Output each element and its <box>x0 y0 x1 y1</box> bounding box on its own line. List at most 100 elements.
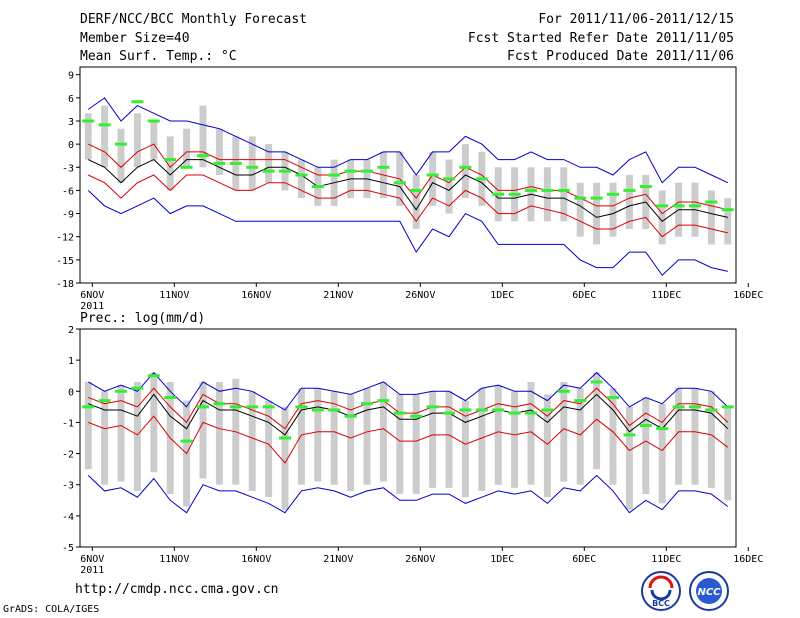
ensemble-spread-box <box>724 406 732 501</box>
observed-marker <box>328 173 341 177</box>
observed-marker <box>164 158 177 162</box>
observed-marker <box>344 169 357 173</box>
ensemble-spread-box <box>133 113 141 168</box>
member-size-label: Member Size=40 <box>80 31 190 46</box>
source-url[interactable]: http://cmdp.ncc.cma.gov.cn <box>75 582 279 597</box>
x-tick-label: 26NOV <box>405 290 435 301</box>
ensemble-spread-box <box>461 144 469 199</box>
observed-marker <box>197 405 209 409</box>
observed-marker <box>164 396 177 400</box>
y-tick-label: -1 <box>62 418 74 429</box>
ensemble-spread-box <box>117 385 125 482</box>
observed-marker <box>492 408 505 412</box>
ensemble-spread-box <box>281 406 289 510</box>
ensemble-spread-box <box>429 151 437 206</box>
ensemble-spread-box <box>265 144 273 183</box>
observed-marker <box>246 405 259 409</box>
observed-marker <box>295 405 308 409</box>
ensemble-spread-box <box>625 406 633 510</box>
y-tick-label: 6 <box>68 94 74 105</box>
y-tick-label: 0 <box>68 387 74 398</box>
x-tick-label: 11DEC <box>651 554 681 565</box>
y-tick-label: -18 <box>56 279 74 290</box>
observed-marker <box>459 408 472 412</box>
observed-marker <box>279 169 291 173</box>
observed-marker <box>98 123 111 127</box>
x-tick-label: 21NOV <box>323 554 353 565</box>
y-tick-label: -9 <box>62 210 74 221</box>
ensemble-spread-box <box>248 136 256 191</box>
observed-marker <box>131 386 144 390</box>
ensemble-spread-box <box>593 182 601 245</box>
chart-title: DERF/NCC/BCC Monthly Forecast <box>80 12 307 27</box>
ensemble-spread-box <box>215 128 223 175</box>
observed-marker <box>279 436 291 440</box>
ensemble-spread-box <box>297 159 305 199</box>
ensemble-spread-box <box>297 388 305 485</box>
observed-marker <box>705 408 718 412</box>
observed-marker <box>180 439 193 443</box>
ensemble-spread-box <box>724 198 732 245</box>
observed-marker <box>639 424 652 428</box>
observed-marker <box>377 399 390 403</box>
ensemble-spread-box <box>560 381 568 482</box>
x-tick-label: 1DEC <box>490 290 514 301</box>
observed-marker <box>623 188 636 192</box>
observed-marker <box>426 173 439 177</box>
ensemble-spread-box <box>707 391 715 488</box>
observed-marker <box>295 173 308 177</box>
y-tick-label: 0 <box>68 140 74 151</box>
ensemble-spread-box <box>691 388 699 485</box>
observed-marker <box>361 169 373 173</box>
x-tick-year-label: 2011 <box>80 565 104 576</box>
ensemble-spread-box <box>412 394 420 495</box>
ensemble-spread-box <box>150 372 158 473</box>
observed-marker <box>311 408 324 412</box>
ensemble-spread-box <box>363 388 371 485</box>
ensemble-spread-box <box>511 391 519 488</box>
ensemble-spread-box <box>593 372 601 470</box>
ensemble-spread-box <box>445 391 453 488</box>
x-tick-label: 16NOV <box>241 554 271 565</box>
x-tick-label: 6NOV <box>80 554 104 565</box>
y-tick-label: -4 <box>62 512 74 523</box>
ensemble-spread-box <box>150 121 158 160</box>
svg-text:NCC: NCC <box>697 587 721 598</box>
ensemble-spread-box <box>609 182 617 237</box>
observed-marker <box>82 119 95 123</box>
ensemble-spread-box <box>215 381 223 485</box>
ensemble-spread-box <box>133 381 141 491</box>
observed-marker <box>213 161 226 165</box>
ensemble-spread-box <box>199 381 207 479</box>
y-tick-label: 2 <box>68 325 74 336</box>
ensemble-spread-box <box>576 388 584 485</box>
observed-marker <box>311 185 324 189</box>
ensemble-spread-box <box>576 182 584 237</box>
observed-marker <box>590 380 603 384</box>
forecast-period: For 2011/11/06-2011/12/15 <box>538 12 734 27</box>
ensemble-spread-box <box>101 391 109 485</box>
observed-marker <box>574 196 587 200</box>
observed-marker <box>115 142 127 146</box>
ensemble-spread-box <box>658 190 666 245</box>
observed-marker <box>672 204 685 208</box>
ensemble-spread-box <box>494 385 502 485</box>
grads-credit: GrADS: COLA/IGES <box>3 604 100 615</box>
observed-marker <box>361 402 373 406</box>
y-tick-label: -12 <box>56 233 74 244</box>
observed-marker <box>426 405 439 409</box>
ensemble-spread-box <box>429 391 437 488</box>
x-tick-label: 21NOV <box>323 290 353 301</box>
observed-marker <box>557 188 570 192</box>
observed-marker <box>574 399 587 403</box>
y-tick-label: 1 <box>68 356 74 367</box>
observed-marker <box>147 374 160 378</box>
observed-marker <box>525 411 537 415</box>
ensemble-spread-box <box>101 105 109 168</box>
observed-marker <box>557 389 570 393</box>
ensemble-spread-box <box>183 128 191 168</box>
temperature-variable-label: Mean Surf. Temp.: °C <box>80 49 237 64</box>
observed-marker <box>607 192 619 196</box>
series-line-mean-sd <box>87 143 728 215</box>
